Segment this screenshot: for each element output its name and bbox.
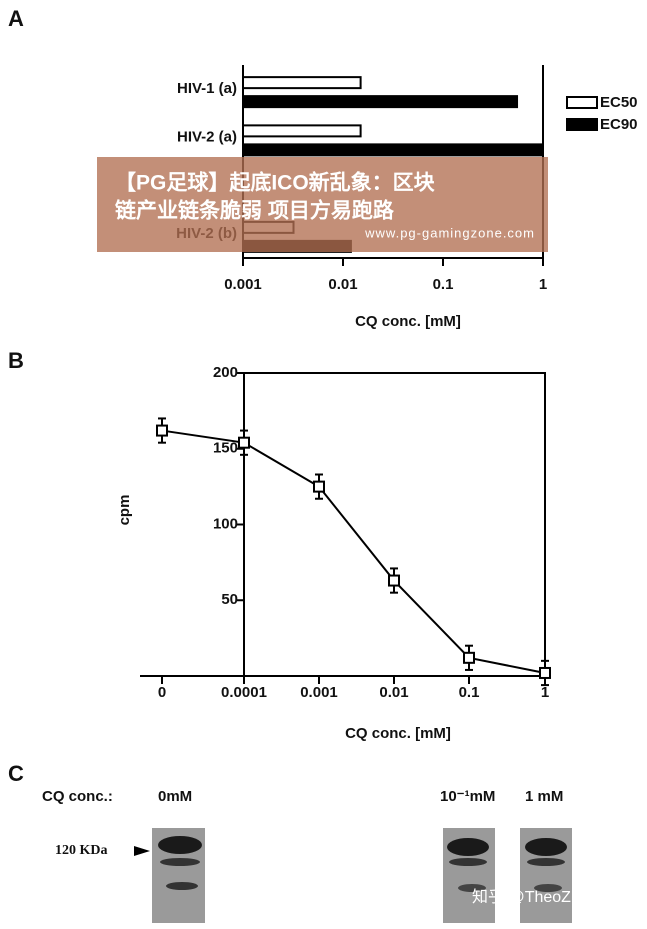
x-tick-label: 0.1 (433, 276, 454, 293)
lane-label: 0mM (158, 788, 192, 805)
plot-frame (243, 372, 546, 677)
panel-label: C (8, 761, 24, 786)
legend-swatch (566, 96, 598, 109)
x-tick-label: 0.01 (379, 684, 408, 701)
x-tick-label: 0.0001 (221, 684, 267, 701)
y-tick-label: 100 (213, 515, 238, 532)
bar (242, 76, 362, 90)
x-axis-title: CQ conc. [mM] (345, 725, 451, 742)
x-tick-label: 0.01 (328, 276, 357, 293)
marker (238, 436, 250, 449)
blot-lane (520, 828, 572, 923)
lane-label: 1 mM (525, 788, 563, 805)
watermark-box (97, 157, 548, 252)
marker (463, 651, 475, 664)
y-tick-label: 50 (221, 591, 238, 608)
watermark-url: www.pg-gamingzone.com (364, 225, 535, 240)
legend-label: EC90 (600, 116, 638, 133)
watermark-text: 【PG足球】起底ICO新乱象：区块 (115, 171, 436, 195)
x-tick-label: 0.001 (224, 276, 262, 293)
marker-label: 120 KDa (55, 843, 108, 858)
lane-label: 10⁻¹mM (440, 788, 495, 805)
credit: 知乎 @TheoZheng (472, 888, 607, 906)
y-tick-label: HIV-1 (a) (177, 80, 237, 97)
legend-swatch (566, 118, 598, 131)
legend-label: EC50 (600, 94, 638, 111)
y-tick-label: 200 (213, 364, 238, 381)
bar (242, 143, 544, 157)
line (161, 429, 546, 674)
y-tick-label: HIV-2 (a) (177, 128, 237, 145)
marker-arrow (134, 846, 150, 856)
x-tick-label: 0.1 (459, 684, 480, 701)
panel-label: A (8, 6, 24, 31)
panel-label: B (8, 348, 24, 373)
marker (156, 424, 168, 437)
blot-lane (152, 828, 205, 923)
x-tick-label: 0.001 (300, 684, 338, 701)
marker (388, 574, 400, 587)
marker (313, 480, 325, 493)
marker (539, 666, 551, 679)
x-axis-title: CQ conc. [mM] (355, 313, 461, 330)
blot-lane (443, 828, 495, 923)
y-tick-label: 150 (213, 440, 238, 457)
x-tick-label: 1 (539, 276, 547, 293)
blot-panel: CQ conc.: 0mM 10⁻¹mM 1 mM 120 KDa 知乎 @Th… (42, 788, 607, 923)
x-tick-label: 0 (158, 684, 166, 701)
blot-label: CQ conc.: (42, 788, 113, 805)
bar (242, 124, 362, 138)
watermark-text: 链产业链条脆弱 项目方易跑路 (115, 199, 395, 223)
y-axis-title: cpm (116, 495, 133, 526)
bar (242, 95, 519, 109)
x-tick-label: 1 (541, 684, 549, 701)
